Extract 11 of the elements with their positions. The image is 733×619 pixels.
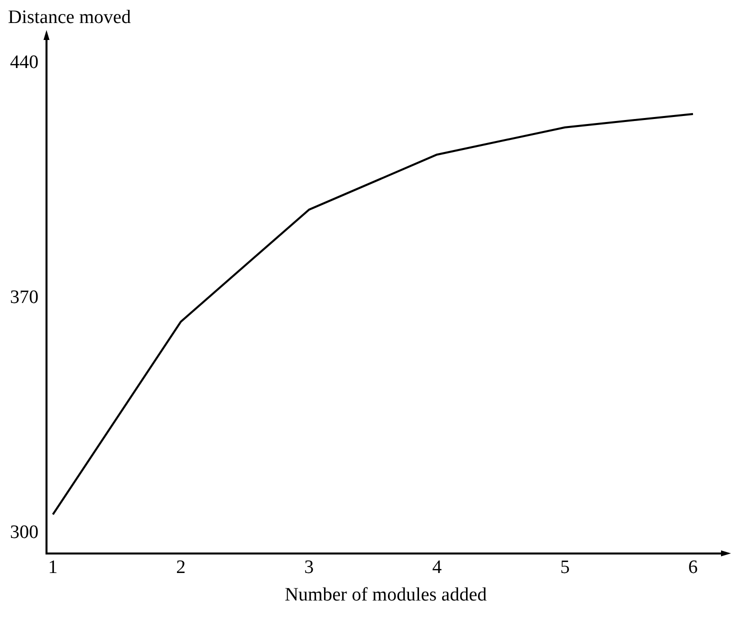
y-tick-label: 370	[10, 287, 38, 308]
y-axis-title: Distance moved	[8, 6, 132, 28]
x-tick-label: 5	[560, 556, 570, 578]
x-axis-title: Number of modules added	[284, 584, 488, 606]
y-tick-label: 300	[10, 522, 38, 544]
x-tick-label: 2	[176, 556, 186, 578]
y-tick-label: 440	[10, 52, 38, 73]
x-tick-label: 6	[688, 556, 698, 578]
x-tick-label: 4	[432, 556, 442, 578]
x-tick-label: 1	[48, 556, 58, 578]
x-tick-label: 3	[304, 556, 314, 578]
